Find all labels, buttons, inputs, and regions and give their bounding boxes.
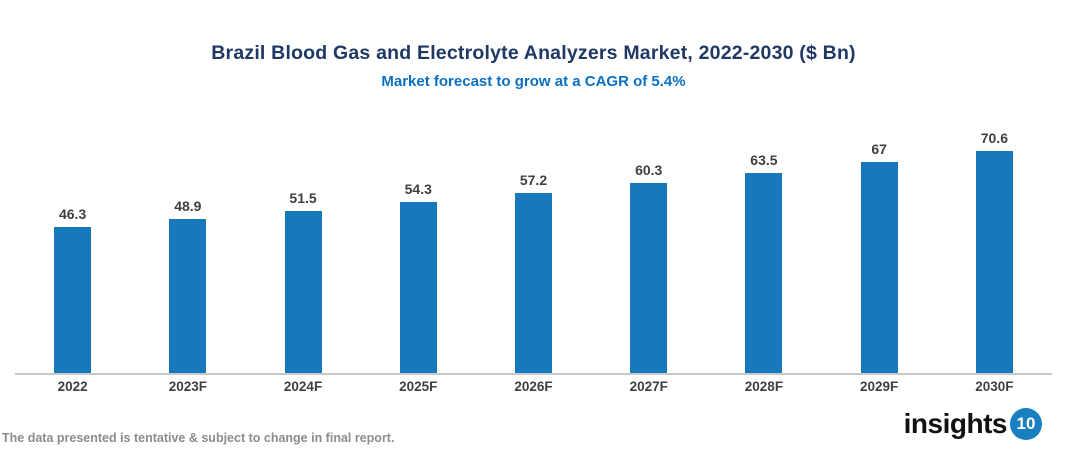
logo-text: insights (903, 408, 1008, 439)
bar (860, 162, 898, 373)
bar-group: 60.3 (594, 162, 704, 373)
bar (630, 183, 668, 373)
logo-badge: 10 (1010, 408, 1042, 440)
bar-group: 67 (824, 141, 934, 373)
bar-group: 51.5 (248, 190, 358, 373)
bar-value-label: 57.2 (519, 172, 548, 188)
bar-value-label: 54.3 (404, 181, 432, 197)
x-axis-label: 2029F (860, 379, 899, 394)
bar (399, 202, 437, 373)
bar-group: 46.3 (18, 206, 128, 373)
bar-group: 48.9 (133, 198, 243, 373)
bar-group: 54.3 (363, 181, 473, 373)
chart-title: Brazil Blood Gas and Electrolyte Analyze… (211, 42, 856, 64)
bar (169, 219, 207, 373)
x-axis-label: 2025F (399, 379, 438, 394)
bar-group: 63.5 (709, 152, 819, 373)
bar-value-label: 60.3 (635, 162, 663, 178)
bar (54, 227, 92, 373)
bar-plot-area: 46.3 48.9 51.5 54.3 57.2 60.3 63.5 67 70.6 (15, 100, 1052, 375)
disclaimer-text: The data presented is tentative & subjec… (2, 431, 395, 445)
bar (514, 193, 552, 373)
x-axis-label: 2024F (283, 379, 323, 394)
x-axis-label: 2026F (514, 379, 553, 394)
chart-subtitle: Market forecast to grow at a CAGR of 5.4… (381, 73, 686, 90)
bar-value-label: 63.5 (750, 152, 778, 168)
x-axis-label: 2028F (744, 379, 784, 394)
bar-value-label: 70.6 (980, 130, 1008, 146)
bar (975, 151, 1013, 373)
bar-group: 70.6 (939, 130, 1049, 373)
x-axis-label: 2027F (629, 379, 668, 394)
bar-group: 57.2 (478, 172, 588, 373)
x-axis: 2022 2023F 2024F 2025F 2026F 2027F 2028F 2029F 2… (15, 379, 1052, 394)
bar (284, 211, 322, 373)
bar-value-label: 48.9 (174, 198, 202, 214)
bar-value-label: 46.3 (58, 206, 87, 222)
x-axis-label: 2030F (975, 379, 1014, 394)
insights10-logo: insights 10 (904, 408, 1042, 440)
bar-value-label: 67 (871, 141, 887, 157)
x-axis-label: 2023F (168, 379, 207, 394)
x-axis-label: 2022 (57, 379, 88, 394)
bar (745, 173, 783, 373)
bar-value-label: 51.5 (289, 190, 317, 206)
